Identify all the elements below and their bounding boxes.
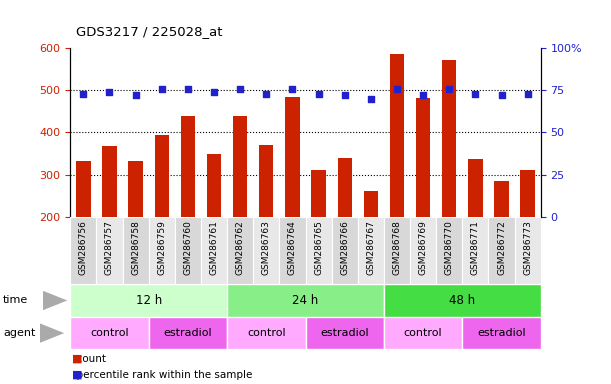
Text: 48 h: 48 h xyxy=(449,294,475,307)
Text: estradiol: estradiol xyxy=(320,328,369,338)
Bar xyxy=(410,217,436,284)
Bar xyxy=(514,217,541,284)
Bar xyxy=(306,217,332,284)
Text: GSM286763: GSM286763 xyxy=(262,220,271,275)
Bar xyxy=(102,146,117,217)
Text: control: control xyxy=(404,328,442,338)
Point xyxy=(288,86,298,92)
Point xyxy=(209,89,219,95)
Text: GSM286758: GSM286758 xyxy=(131,220,140,275)
Bar xyxy=(148,217,175,284)
Bar xyxy=(384,284,541,317)
Text: GSM286761: GSM286761 xyxy=(210,220,219,275)
Bar xyxy=(358,217,384,284)
Bar xyxy=(259,145,274,217)
Text: count: count xyxy=(70,354,106,364)
Bar xyxy=(463,217,488,284)
Bar xyxy=(442,60,456,217)
Bar xyxy=(128,161,143,217)
Text: GSM286768: GSM286768 xyxy=(392,220,401,275)
Point xyxy=(78,91,88,97)
Point xyxy=(392,86,402,92)
Point xyxy=(444,86,454,92)
Point xyxy=(497,92,507,98)
Polygon shape xyxy=(43,291,67,310)
Point xyxy=(157,86,167,92)
Text: GSM286760: GSM286760 xyxy=(183,220,192,275)
Bar xyxy=(123,217,148,284)
Text: GSM286766: GSM286766 xyxy=(340,220,349,275)
Bar xyxy=(494,181,509,217)
Bar xyxy=(488,217,514,284)
Bar xyxy=(155,136,169,217)
Text: GSM286757: GSM286757 xyxy=(105,220,114,275)
Text: GSM286769: GSM286769 xyxy=(419,220,428,275)
Bar xyxy=(227,317,306,349)
Bar xyxy=(233,116,247,217)
Bar xyxy=(207,154,221,217)
Bar xyxy=(390,55,404,217)
Text: GSM286767: GSM286767 xyxy=(367,220,375,275)
Bar xyxy=(97,217,123,284)
Point xyxy=(131,92,141,98)
Text: GSM286770: GSM286770 xyxy=(445,220,454,275)
Bar xyxy=(337,158,352,217)
Bar xyxy=(201,217,227,284)
Text: GSM286765: GSM286765 xyxy=(314,220,323,275)
Text: GSM286771: GSM286771 xyxy=(471,220,480,275)
Text: ■: ■ xyxy=(71,370,82,380)
Bar xyxy=(279,217,306,284)
Bar xyxy=(312,170,326,217)
Bar xyxy=(70,284,227,317)
Bar xyxy=(148,317,227,349)
Text: estradiol: estradiol xyxy=(164,328,212,338)
Text: control: control xyxy=(247,328,285,338)
Bar xyxy=(306,317,384,349)
Text: 24 h: 24 h xyxy=(293,294,318,307)
Text: agent: agent xyxy=(3,328,35,338)
Bar xyxy=(436,217,463,284)
Bar xyxy=(76,161,90,217)
Text: GSM286756: GSM286756 xyxy=(79,220,88,275)
Text: GSM286772: GSM286772 xyxy=(497,220,506,275)
Point xyxy=(419,92,428,98)
Bar xyxy=(463,317,541,349)
Text: GSM286762: GSM286762 xyxy=(236,220,244,275)
Bar xyxy=(227,217,253,284)
Bar xyxy=(332,217,358,284)
Text: estradiol: estradiol xyxy=(477,328,526,338)
Bar xyxy=(285,98,299,217)
Bar xyxy=(364,191,378,217)
Text: percentile rank within the sample: percentile rank within the sample xyxy=(70,370,252,380)
Text: GSM286759: GSM286759 xyxy=(157,220,166,275)
Text: time: time xyxy=(3,295,28,306)
Bar xyxy=(384,217,410,284)
Bar xyxy=(70,317,148,349)
Bar xyxy=(384,317,463,349)
Point xyxy=(470,91,480,97)
Polygon shape xyxy=(40,323,64,343)
Bar xyxy=(227,284,384,317)
Bar xyxy=(416,98,430,217)
Bar xyxy=(521,170,535,217)
Text: 12 h: 12 h xyxy=(136,294,162,307)
Point xyxy=(313,91,323,97)
Text: control: control xyxy=(90,328,129,338)
Text: GSM286773: GSM286773 xyxy=(523,220,532,275)
Point xyxy=(523,91,533,97)
Bar xyxy=(175,217,201,284)
Bar xyxy=(468,159,483,217)
Point xyxy=(262,91,271,97)
Point xyxy=(340,92,349,98)
Point xyxy=(235,86,245,92)
Bar xyxy=(70,217,97,284)
Text: GSM286764: GSM286764 xyxy=(288,220,297,275)
Point xyxy=(104,89,114,95)
Point xyxy=(366,96,376,102)
Bar xyxy=(253,217,279,284)
Bar xyxy=(181,116,195,217)
Text: ■: ■ xyxy=(71,354,82,364)
Text: GDS3217 / 225028_at: GDS3217 / 225028_at xyxy=(76,25,223,38)
Point xyxy=(183,86,193,92)
